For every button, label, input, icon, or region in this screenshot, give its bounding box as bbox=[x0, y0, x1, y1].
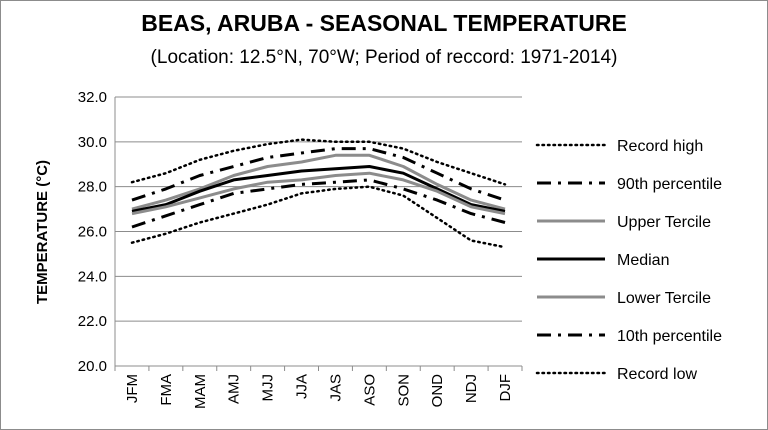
series-lines bbox=[130, 138, 507, 249]
legend-label: Median bbox=[617, 252, 669, 269]
y-tick-label: 20.0 bbox=[78, 358, 107, 375]
legend-label: Record low bbox=[617, 366, 697, 383]
series-line-90th-percentile bbox=[131, 147, 506, 202]
series-line-10th-percentile bbox=[131, 178, 506, 229]
legend-label: Lower Tercile bbox=[617, 290, 711, 307]
y-tick-label: 32.0 bbox=[78, 89, 107, 106]
legend-label: Record high bbox=[617, 138, 703, 155]
x-tick-label: DJF bbox=[497, 374, 514, 402]
x-tick-label: JFM bbox=[124, 374, 141, 403]
axes: 20.0 22.0 24.0 26.0 28.0 30.0 32.0 JFM FMA MAM AMJ… bbox=[78, 89, 523, 409]
y-tick-label: 26.0 bbox=[78, 224, 107, 241]
x-tick-label: MAM bbox=[192, 374, 209, 409]
legend-label: Upper Tercile bbox=[617, 214, 711, 231]
chart-subtitle: (Location: 12.5°N, 70°W; Period of recco… bbox=[151, 47, 618, 68]
x-tick-label: ASO bbox=[361, 374, 378, 406]
series-line-lower-tercile bbox=[131, 171, 506, 216]
y-tick-label: 30.0 bbox=[78, 134, 107, 151]
series-line-record-low bbox=[130, 185, 507, 249]
y-tick-label: 22.0 bbox=[78, 313, 107, 330]
x-tick-label: AMJ bbox=[226, 374, 243, 404]
x-tick-label: SON bbox=[395, 374, 412, 407]
series-line-record-high bbox=[130, 138, 507, 186]
x-tick-label: MJJ bbox=[260, 374, 277, 402]
x-tick-label: OND bbox=[429, 374, 446, 408]
x-tick-label: JAS bbox=[327, 374, 344, 402]
chart-title: BEAS, ARUBA - SEASONAL TEMPERATURE bbox=[141, 10, 627, 36]
y-tick-label: 24.0 bbox=[78, 268, 107, 285]
x-tick-label: NDJ bbox=[463, 374, 480, 403]
legend-label: 10th percentile bbox=[617, 328, 722, 345]
y-axis-label: TEMPERATURE (°C) bbox=[34, 160, 51, 304]
legend: Record high 90th percentile Upper Tercile M… bbox=[535, 138, 722, 383]
legend-label: 90th percentile bbox=[617, 176, 722, 193]
y-tick-label: 28.0 bbox=[78, 179, 107, 196]
x-tick-label: FMA bbox=[158, 374, 175, 406]
series-line-upper-tercile bbox=[131, 153, 506, 211]
series-line-median bbox=[131, 165, 506, 213]
x-tick-label: JJA bbox=[294, 374, 311, 399]
